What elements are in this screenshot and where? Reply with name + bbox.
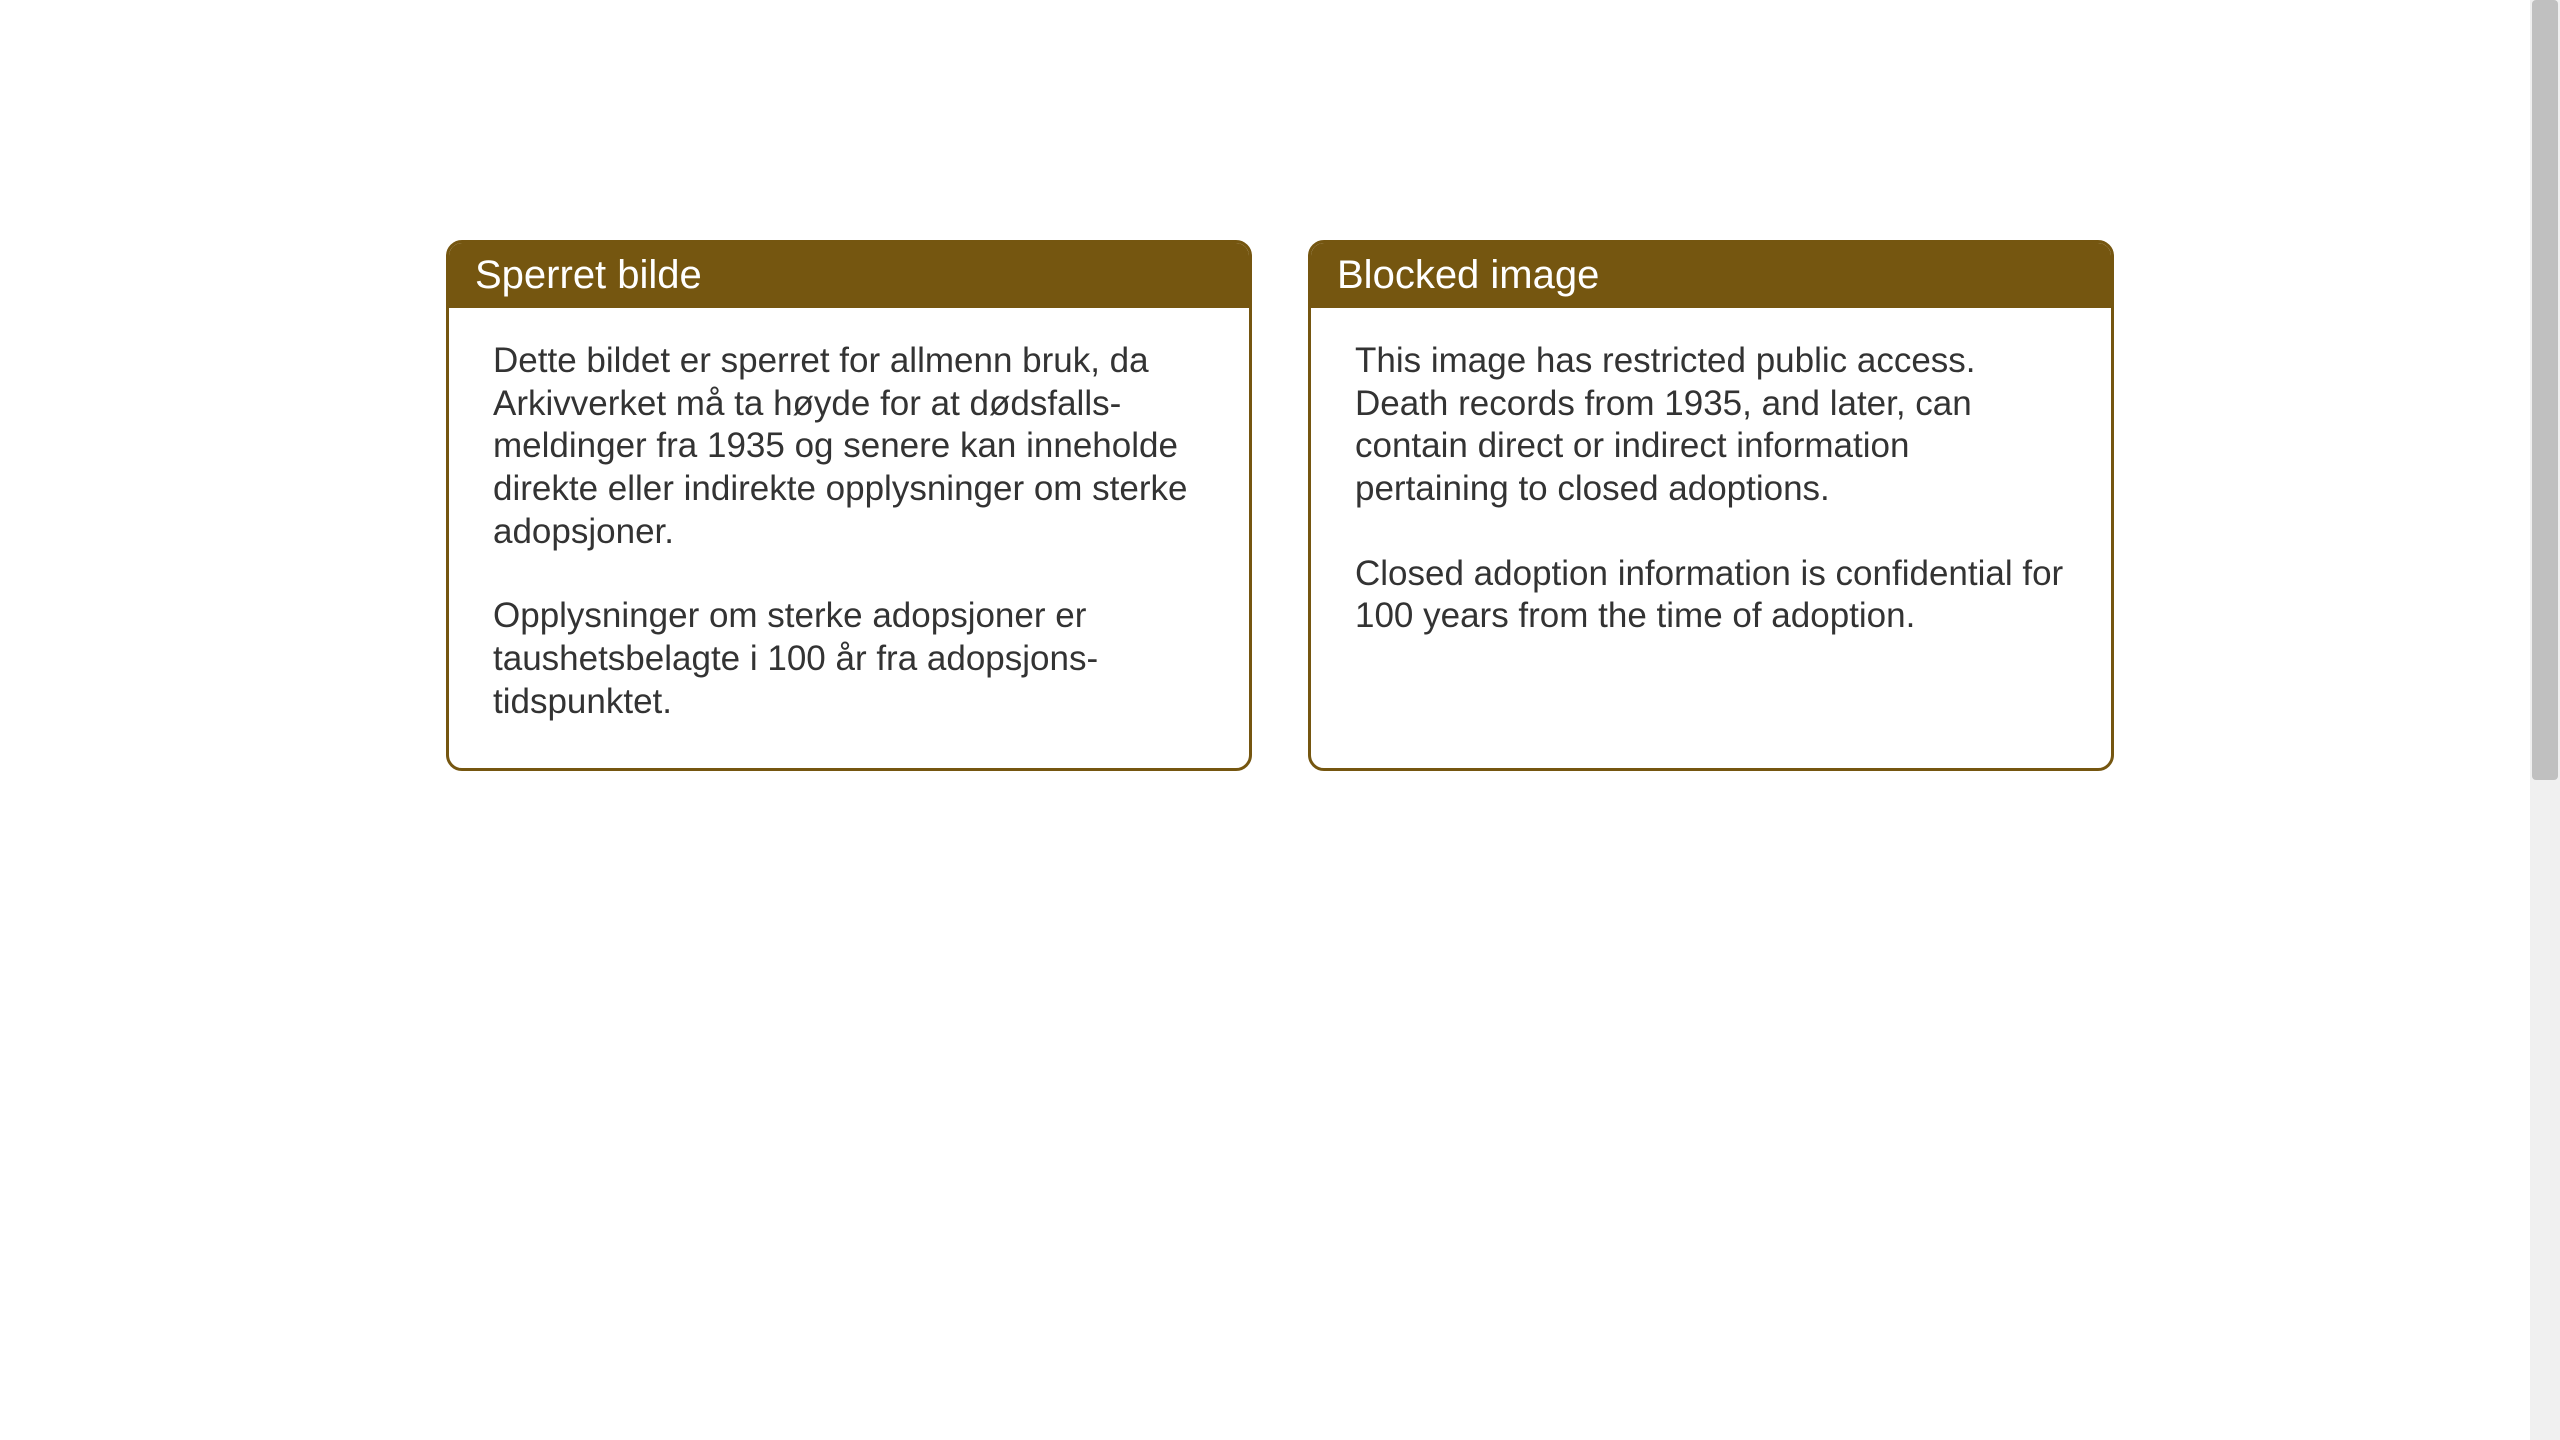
card-paragraph: Opplysninger om sterke adopsjoner er tau… [493, 595, 1205, 723]
notice-card-english: Blocked image This image has restricted … [1308, 240, 2114, 771]
scrollbar-track[interactable] [2530, 0, 2560, 1440]
card-body: Dette bildet er sperret for allmenn bruk… [449, 308, 1249, 768]
scrollbar-thumb[interactable] [2532, 0, 2558, 780]
card-header: Blocked image [1311, 243, 2111, 308]
card-body: This image has restricted public access.… [1311, 308, 2111, 682]
card-paragraph: Dette bildet er sperret for allmenn bruk… [493, 340, 1205, 553]
card-paragraph: Closed adoption information is confident… [1355, 553, 2067, 638]
card-paragraph: This image has restricted public access.… [1355, 340, 2067, 511]
notice-card-norwegian: Sperret bilde Dette bildet er sperret fo… [446, 240, 1252, 771]
card-header: Sperret bilde [449, 243, 1249, 308]
notice-container: Sperret bilde Dette bildet er sperret fo… [0, 0, 2560, 771]
card-title: Sperret bilde [475, 253, 702, 297]
card-title: Blocked image [1337, 253, 1599, 297]
